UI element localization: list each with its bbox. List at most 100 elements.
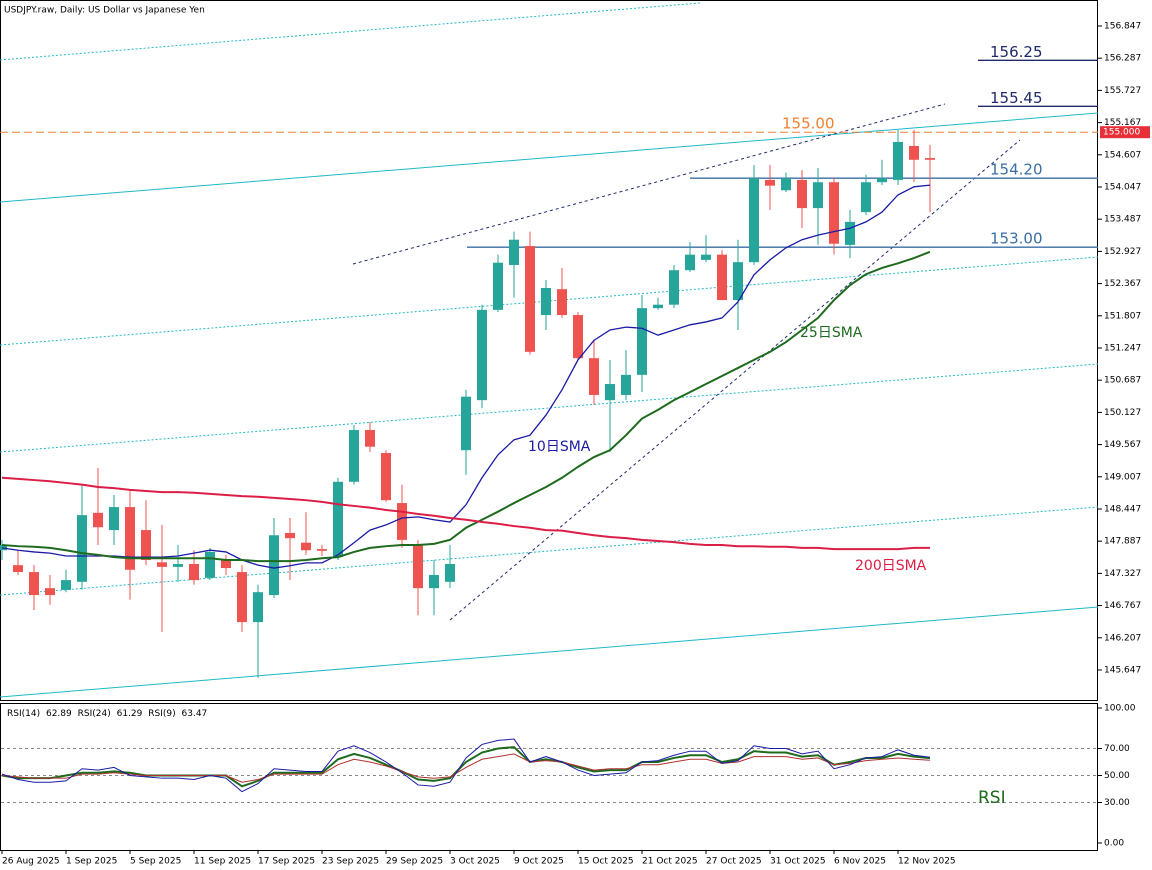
candle-body — [125, 507, 135, 570]
candle-body — [301, 542, 311, 551]
rsi-name: RSI(24) — [78, 709, 111, 719]
candle-body — [925, 158, 935, 160]
x-tick-label: 9 Oct 2025 — [514, 857, 564, 867]
y-tick-label: 30.00 — [1104, 798, 1130, 808]
x-tick-label: 11 Sep 2025 — [194, 857, 251, 867]
candle-body — [157, 562, 167, 567]
rsi-line — [1, 738, 931, 793]
rsi-name: RSI(9) — [148, 709, 175, 719]
candle-body — [509, 239, 519, 266]
x-tick-label: 5 Sep 2025 — [130, 857, 181, 867]
candle-body — [781, 178, 791, 191]
rsi-value: 62.89 — [46, 709, 72, 719]
chart-title: USDJPY.raw, Daily: US Dollar vs Japanese… — [4, 6, 205, 16]
candle-body — [381, 453, 391, 501]
candle-body — [205, 551, 215, 578]
y-tick-label: 145.647 — [1104, 665, 1141, 675]
x-tick-label: 12 Nov 2025 — [898, 857, 956, 867]
candle-body — [749, 178, 759, 263]
candle-body — [845, 221, 855, 245]
rsi-value: 61.29 — [117, 709, 143, 719]
y-tick-label: 154.607 — [1104, 150, 1141, 160]
x-tick-label: 26 Aug 2025 — [2, 857, 60, 867]
candle-body — [685, 254, 695, 271]
price-pane — [0, 0, 1098, 701]
candle-body — [605, 384, 615, 401]
candle-body — [45, 588, 55, 596]
y-tick-label: 149.567 — [1104, 440, 1141, 450]
candle-body — [573, 315, 583, 359]
y-tick-label: 146.207 — [1104, 633, 1141, 643]
price-tag-label: 155.000 — [1103, 128, 1140, 138]
candle-body — [397, 503, 407, 540]
y-tick-label: 153.487 — [1104, 215, 1141, 225]
candle-body — [861, 182, 871, 213]
y-tick-label: 156.287 — [1104, 54, 1141, 64]
candle-body — [557, 289, 567, 316]
level-label: 155.45 — [990, 89, 1043, 107]
candle-body — [445, 564, 455, 582]
candle-body — [269, 535, 279, 596]
candle-body — [813, 182, 823, 209]
candle-body — [61, 580, 71, 590]
rsi-header: RSI(14) 62.89 RSI(24) 61.29 RSI(9) 63.47 — [7, 709, 207, 719]
channel-line — [0, 606, 1099, 698]
rsi-line — [1, 753, 931, 783]
candle-body — [525, 246, 535, 352]
candle-body — [717, 254, 727, 301]
candle-body — [413, 545, 423, 589]
x-tick-label: 23 Sep 2025 — [322, 857, 379, 867]
candle-body — [733, 262, 743, 301]
x-tick-label: 27 Oct 2025 — [706, 857, 762, 867]
level-label: 154.20 — [990, 161, 1043, 179]
candle-body — [349, 430, 359, 482]
candle-body — [797, 179, 807, 209]
rsi-pane — [0, 703, 1098, 851]
candle-body — [653, 304, 663, 309]
candle-body — [765, 179, 775, 186]
candle-body — [237, 572, 247, 623]
candle-body — [477, 309, 487, 401]
y-tick-label: 150.127 — [1104, 408, 1141, 418]
candle-body — [253, 592, 263, 623]
candle-body — [173, 564, 183, 567]
trend-line — [352, 103, 946, 265]
x-tick-label: 15 Oct 2025 — [578, 857, 634, 867]
rsi-annotation: RSI — [978, 788, 1006, 808]
sma-line — [1, 184, 931, 569]
sma-line — [1, 250, 931, 563]
y-tick-label: 151.247 — [1104, 343, 1141, 353]
x-tick-label: 31 Oct 2025 — [770, 857, 826, 867]
y-tick-label: 148.447 — [1104, 504, 1141, 514]
candle-body — [541, 288, 551, 316]
price-tag — [1100, 126, 1150, 139]
candle-body — [589, 358, 599, 395]
channel-line — [0, 256, 1099, 346]
y-tick-label: 100.00 — [1104, 703, 1136, 713]
channel-line — [0, 2, 701, 61]
candle-body — [189, 564, 199, 581]
x-tick-label: 6 Nov 2025 — [834, 857, 886, 867]
y-tick-label: 149.007 — [1104, 472, 1141, 482]
candle-body — [317, 549, 327, 551]
candle-body — [285, 532, 295, 539]
y-tick-label: 155.167 — [1104, 118, 1141, 128]
candle-body — [77, 515, 87, 582]
channel-line — [0, 506, 1099, 596]
candle-body — [893, 141, 903, 180]
sma-label: 25日SMA — [800, 325, 863, 341]
x-tick-label: 17 Sep 2025 — [258, 857, 315, 867]
candle-body — [109, 507, 119, 531]
candle-body — [909, 145, 919, 160]
level-label: 156.25 — [990, 43, 1043, 61]
level-label: 153.00 — [990, 230, 1043, 248]
x-tick-label: 3 Oct 2025 — [450, 857, 500, 867]
candle-body — [461, 396, 471, 451]
y-tick-label: 146.767 — [1104, 601, 1141, 611]
sma-line — [1, 476, 930, 551]
y-tick-label: 152.927 — [1104, 247, 1141, 257]
candle-body — [221, 559, 231, 569]
candle-body — [829, 182, 839, 244]
